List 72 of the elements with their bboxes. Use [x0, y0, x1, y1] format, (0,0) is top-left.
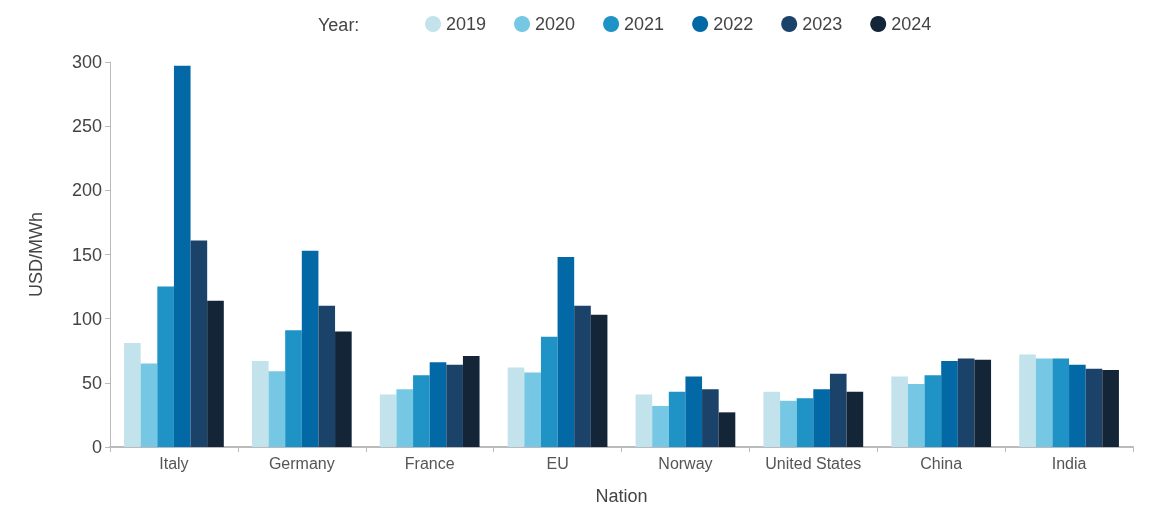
bar — [1035, 358, 1053, 447]
y-tick-label: 300 — [71, 52, 102, 72]
bar — [446, 364, 463, 447]
bar — [829, 373, 847, 447]
bar — [1019, 354, 1036, 447]
x-tick-label: Italy — [159, 454, 189, 472]
x-tick-label: United States — [765, 454, 862, 472]
bar — [941, 361, 958, 447]
bar — [301, 250, 319, 447]
bar — [1102, 370, 1119, 447]
y-tick-label: 200 — [71, 180, 102, 201]
legend-label: 2023 — [802, 14, 843, 34]
x-tick-label: EU — [546, 454, 569, 472]
bar — [635, 394, 653, 447]
bar — [668, 391, 686, 447]
legend-label: 2024 — [891, 14, 932, 34]
bar — [379, 394, 397, 447]
bar — [540, 336, 558, 447]
bar — [268, 371, 286, 447]
bar — [718, 412, 736, 447]
bar — [1085, 368, 1103, 447]
x-tick-label: India — [1051, 454, 1087, 472]
y-tick-label: 50 — [81, 372, 102, 393]
y-tick-label: 250 — [71, 116, 102, 137]
x-tick-label: China — [920, 454, 963, 472]
legend-label: 2020 — [535, 14, 576, 34]
bar — [652, 405, 669, 447]
bar — [891, 376, 908, 447]
bar — [557, 257, 575, 447]
bar — [507, 367, 525, 447]
bar — [1069, 364, 1086, 447]
bar — [590, 314, 608, 447]
bar — [796, 398, 814, 447]
bar — [574, 305, 591, 447]
y-tick-label: 150 — [71, 244, 102, 265]
bar — [685, 376, 703, 447]
bar — [157, 286, 174, 447]
legend-title: Year: — [318, 15, 360, 35]
bar — [413, 375, 430, 447]
bar — [780, 400, 797, 447]
bar — [318, 305, 336, 447]
bar — [524, 372, 541, 447]
bar — [763, 391, 781, 447]
bar — [924, 375, 942, 447]
legend-label: 2022 — [713, 14, 754, 34]
y-axis-title: USD/MWh — [26, 212, 46, 297]
bar — [335, 331, 352, 447]
legend-label: 2019 — [446, 14, 487, 34]
bar — [173, 65, 191, 447]
bar — [190, 240, 208, 447]
x-tick-label: Norway — [658, 454, 713, 472]
bar — [285, 330, 302, 447]
x-tick-label: Germany — [268, 454, 335, 472]
y-tick-label: 100 — [71, 308, 102, 329]
bar — [207, 300, 224, 447]
bar — [124, 343, 141, 447]
bar — [396, 389, 414, 447]
bar — [1052, 358, 1070, 447]
x-tick-label: France — [404, 454, 455, 472]
bar — [140, 363, 158, 447]
bar — [429, 362, 447, 447]
x-axis-title: Nation — [595, 486, 648, 506]
bar — [813, 389, 830, 447]
bar — [974, 359, 992, 447]
bar — [907, 384, 925, 447]
bar — [702, 389, 719, 447]
bar — [846, 391, 864, 447]
y-tick-label: 0 — [91, 437, 102, 457]
legend-label: 2021 — [624, 14, 665, 34]
bar — [957, 358, 975, 447]
bar — [462, 355, 480, 447]
bar — [251, 361, 269, 447]
